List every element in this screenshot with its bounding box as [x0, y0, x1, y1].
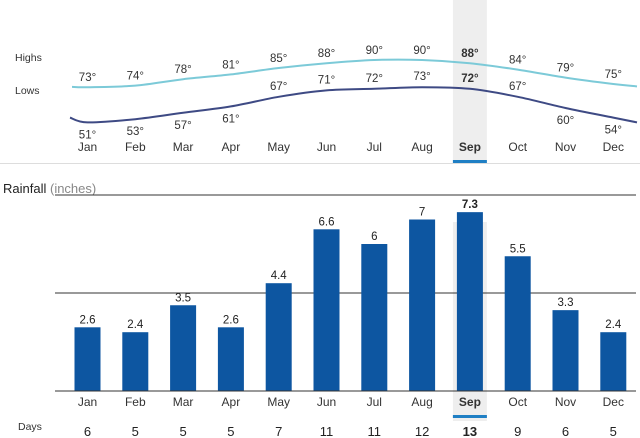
high-temp-label: 73° [79, 72, 96, 84]
high-temp-label: 85° [270, 53, 287, 65]
low-temp-label: 71° [318, 74, 335, 86]
rainfall-bar [361, 244, 388, 391]
high-temp-label: 79° [557, 63, 574, 75]
rain-days-value: 12 [415, 424, 429, 438]
rainfall-bar [170, 305, 197, 391]
rain-days-value: 9 [514, 424, 521, 438]
low-temp-label: 60° [557, 115, 574, 127]
rainfall-bar [409, 219, 436, 391]
rainfall-value-label: 7 [419, 207, 425, 219]
rainfall-title-text: Rainfall [3, 181, 47, 196]
rainfall-value-label: 2.6 [80, 314, 96, 326]
temp-month-label: Jul [367, 140, 382, 154]
rainfall-value-label: 6 [371, 231, 377, 243]
rainfall-bar [456, 212, 483, 391]
rain-month-label: Aug [411, 395, 432, 409]
rain-days-value: 5 [227, 424, 234, 438]
highs-label: Highs [15, 52, 42, 64]
low-temp-label: 54° [605, 125, 622, 137]
rain-days-value: 5 [610, 424, 617, 438]
rainfall-bar [217, 327, 244, 391]
rain-month-label: Oct [508, 395, 527, 409]
selected-month-underline [452, 415, 487, 418]
rainfall-value-label: 2.4 [127, 319, 144, 331]
rainfall-bar [122, 332, 149, 391]
low-temp-label: 67° [509, 81, 526, 93]
lows-line [69, 86, 638, 124]
rain-month-label: Dec [603, 395, 624, 409]
rainfall-bar [552, 310, 579, 391]
rain-month-label: Jan [78, 395, 97, 409]
temp-month-label: May [267, 140, 290, 154]
temp-month-label: Sep [459, 140, 481, 154]
rain-month-label: Sep [459, 395, 481, 409]
rain-days-value: 6 [562, 424, 569, 438]
temperature-chart: 73° 74° 78° 81° 85° 88° 90° 90° 88° 84° 79° 75° 51° 5… [69, 0, 638, 163]
rainfall-title: Rainfall (inches) [3, 181, 96, 196]
rainfall-bar [265, 283, 292, 391]
high-temp-label: 78° [174, 64, 191, 76]
days-label: Days [18, 421, 42, 433]
rainfall-value-label: 2.6 [223, 314, 239, 326]
rainfall-value-label: 4.4 [271, 270, 288, 282]
low-temp-label: 53° [127, 126, 144, 138]
highs-line [71, 58, 638, 89]
high-temp-label: 88° [318, 48, 335, 60]
rainfall-bar [504, 256, 531, 391]
temp-month-label: Feb [125, 140, 146, 154]
temp-month-label: Aug [411, 140, 432, 154]
section-divider [0, 163, 640, 164]
temp-month-label: Jun [317, 140, 336, 154]
temp-month-label: Apr [222, 140, 241, 154]
high-temp-label: 81° [222, 59, 239, 71]
rainfall-unit: (inches) [49, 181, 97, 196]
high-temp-label: 75° [605, 69, 622, 81]
rain-days-value: 5 [179, 424, 186, 438]
low-temp-label: 61° [222, 113, 239, 125]
low-temp-label: 72° [366, 73, 383, 85]
high-temp-label: 74° [127, 71, 144, 83]
high-temp-label: 90° [413, 45, 430, 57]
rainfall-bar [74, 327, 101, 391]
rainfall-value-label: 3.5 [175, 292, 191, 304]
rainfall-value-label: 6.6 [319, 216, 335, 228]
rain-days-value: 11 [368, 424, 382, 438]
rain-month-label: Apr [222, 395, 241, 409]
rainfall-value-label: 2.4 [605, 319, 622, 331]
rainfall-value-label: 7.3 [462, 199, 478, 211]
lows-label: Lows [15, 85, 40, 97]
temp-month-label: Mar [173, 140, 194, 154]
rain-days-value: 5 [132, 424, 139, 438]
rain-month-label: Mar [173, 395, 194, 409]
low-temp-label: 51° [79, 129, 96, 141]
rain-days-value: 13 [463, 424, 477, 438]
low-temp-label: 73° [413, 71, 430, 83]
rainfall-bar [313, 229, 340, 391]
rain-month-label: Jul [367, 395, 382, 409]
low-temp-label: 67° [270, 81, 287, 93]
temp-month-label: Nov [555, 140, 576, 154]
rainfall-chart: 2.6 2.4 3.5 2.6 4.4 6.6 6 7 7.3 5.5 3.3 2.4 Jan Feb Ma… [55, 194, 636, 438]
rainfall-value-label: 5.5 [510, 243, 526, 255]
high-temp-label: 84° [509, 55, 526, 67]
rain-month-label: Nov [555, 395, 576, 409]
rainfall-bar [600, 332, 627, 391]
rainfall-value-label: 3.3 [558, 297, 574, 309]
temp-month-label: Dec [603, 140, 624, 154]
temp-month-label: Oct [508, 140, 527, 154]
rain-month-label: May [267, 395, 290, 409]
high-temp-label: 90° [366, 45, 383, 57]
rain-month-label: Jun [317, 395, 336, 409]
temp-month-label: Jan [78, 140, 97, 154]
rain-days-value: 6 [84, 424, 91, 438]
low-temp-label: 57° [174, 120, 191, 132]
rain-days-value: 11 [320, 424, 334, 438]
rain-month-label: Feb [125, 395, 146, 409]
selected-month-highlight [452, 0, 487, 160]
rain-days-value: 7 [275, 424, 282, 438]
high-temp-label: 88° [461, 48, 479, 60]
selected-month-underline [452, 160, 487, 163]
low-temp-label: 72° [461, 73, 479, 85]
